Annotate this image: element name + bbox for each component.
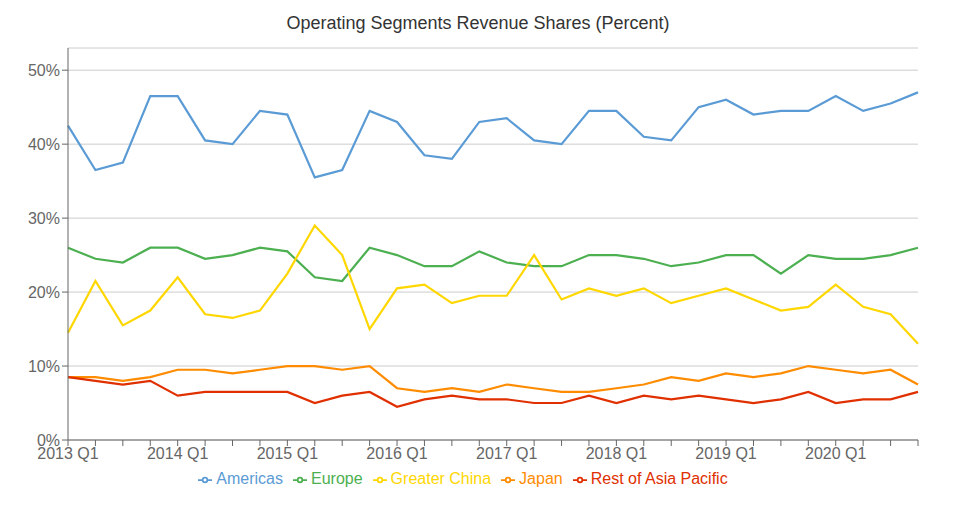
svg-text:2016 Q1: 2016 Q1 bbox=[366, 445, 427, 462]
svg-text:2013 Q1: 2013 Q1 bbox=[37, 445, 99, 463]
svg-text:0%: 0% bbox=[37, 432, 60, 449]
html-text:Rest of Asia Pacific: Rest of Asia Pacific bbox=[590, 470, 728, 487]
html-text:Europe: Europe bbox=[311, 470, 363, 487]
html-text:Operating Segments Revenue Sha: Operating Segments Revenue Shares (Perce… bbox=[286, 13, 670, 33]
svg-text:10%: 10% bbox=[28, 358, 60, 375]
svg-text:2020 Q1: 2020 Q1 bbox=[805, 445, 866, 462]
svg-text:20%: 20% bbox=[28, 284, 60, 301]
svg-text:2019 Q1: 2019 Q1 bbox=[695, 445, 756, 462]
svg-text:40%: 40% bbox=[28, 136, 60, 153]
html-text:Americas: Americas bbox=[216, 470, 283, 487]
svg-text:2018 Q1: 2018 Q1 bbox=[586, 445, 647, 462]
svg-text:30%: 30% bbox=[28, 210, 60, 227]
svg-text:50%: 50% bbox=[28, 62, 60, 79]
svg-text:2015 Q1: 2015 Q1 bbox=[257, 445, 318, 462]
svg-text:2014 Q1: 2014 Q1 bbox=[147, 445, 208, 462]
svg-text:2017 Q1: 2017 Q1 bbox=[476, 445, 537, 462]
html-text:Greater China: Greater China bbox=[390, 470, 492, 487]
html-text:Japan: Japan bbox=[519, 470, 563, 487]
